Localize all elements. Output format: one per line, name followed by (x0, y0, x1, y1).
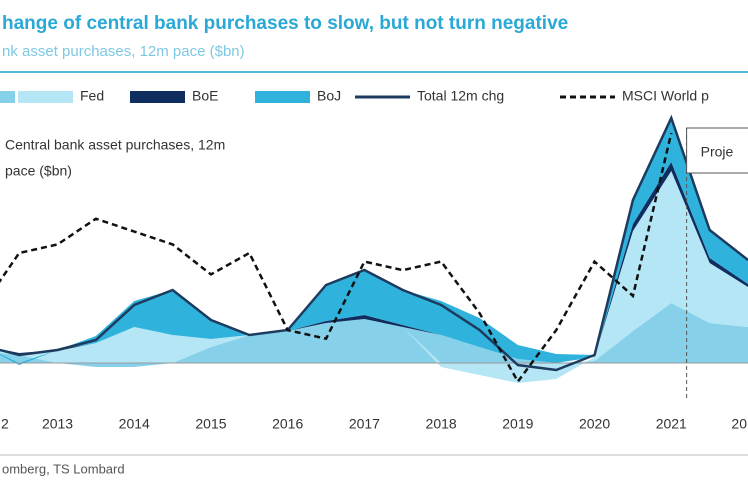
chart-subtitle: nk asset purchases, 12m pace ($bn) (2, 43, 245, 60)
legend-label: BoE (192, 88, 218, 104)
x-tick-label: 2016 (272, 416, 303, 432)
x-tick-label: 2014 (119, 416, 150, 432)
area-1 (0, 171, 748, 383)
source: omberg, TS Lombard (2, 461, 125, 476)
x-tick-label: 2017 (349, 416, 380, 432)
legend-swatch (255, 91, 310, 103)
legend-swatch (0, 91, 15, 103)
total-line (0, 114, 748, 372)
area-0 (0, 303, 748, 367)
area-3 (0, 118, 748, 365)
x-tick-label: 2013 (42, 416, 73, 432)
x-tick-label: 2018 (426, 416, 457, 432)
legend-label: BoJ (317, 88, 341, 104)
plot-area (0, 114, 748, 384)
legend-swatch (18, 91, 73, 103)
projection-box (686, 127, 748, 174)
annotation: Central bank asset purchases, 12m (5, 137, 225, 153)
legend-swatch (130, 91, 185, 103)
x-tick-label: 2015 (195, 416, 226, 432)
legend-label: Fed (80, 88, 104, 104)
legend-label: MSCI World p (622, 88, 709, 104)
x-tick-label: 2019 (502, 416, 533, 432)
x-tick-label: 2021 (656, 416, 687, 432)
projection-label: Proje (701, 144, 734, 160)
x-tick-label: 2 (1, 416, 9, 432)
legend-label: Total 12m chg (417, 88, 504, 104)
chart-title: hange of central bank purchases to slow,… (2, 13, 568, 34)
dashed-line (0, 132, 673, 384)
x-tick-label: 2020 (579, 416, 610, 432)
x-tick-label: 20 (731, 416, 747, 432)
annotation: pace ($bn) (5, 163, 72, 179)
